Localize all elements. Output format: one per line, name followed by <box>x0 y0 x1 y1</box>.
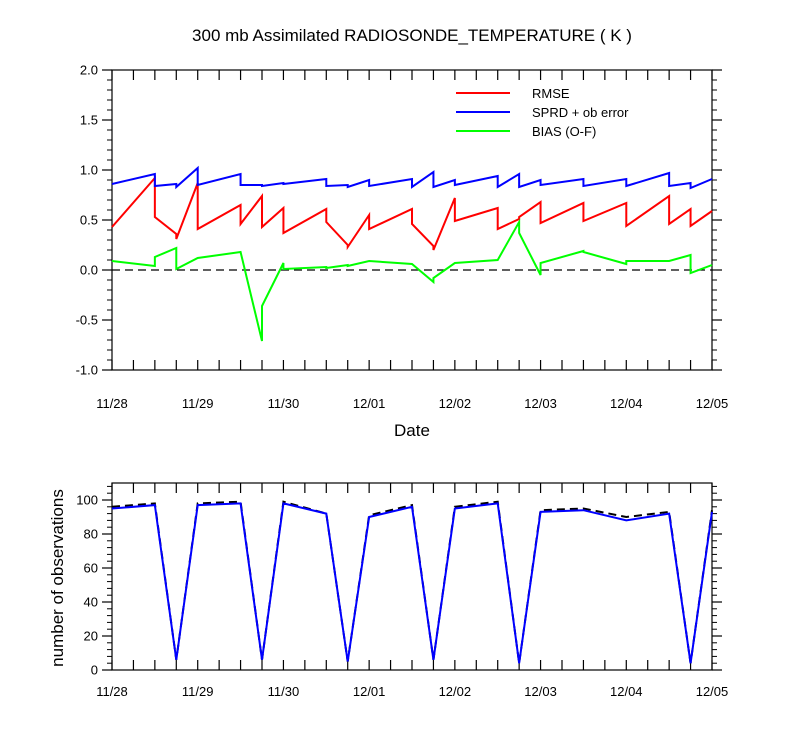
legend-label: SPRD + ob error <box>532 105 629 120</box>
y-tick-label: 40 <box>84 595 98 610</box>
x-tick-label: 11/28 <box>96 396 128 411</box>
top-plot-area: 11/28 11/29 11/30 12/01 12/02 12/03 12/04 12/05… <box>76 63 729 412</box>
x-tick-label: 12/04 <box>610 396 643 411</box>
x-tick-label: 12/02 <box>439 396 472 411</box>
legend: RMSE SPRD + ob error BIAS (O-F) <box>456 86 629 139</box>
top-chart: 300 mb Assimilated RADIOSONDE_TEMPERATUR… <box>76 26 729 440</box>
series-line-bias-o-f <box>111 218 713 342</box>
x-tick-label: 12/01 <box>353 396 386 411</box>
y-tick-label: -1.0 <box>76 363 98 378</box>
chart-title: 300 mb Assimilated RADIOSONDE_TEMPERATUR… <box>192 26 632 45</box>
x-tick-label: 11/29 <box>182 684 214 699</box>
x-tick-label: 12/01 <box>353 684 386 699</box>
y-tick-label: 80 <box>84 527 98 542</box>
y-tick-label: 1.5 <box>80 113 98 128</box>
x-tick-label: 12/02 <box>439 684 472 699</box>
y-tick-label: 60 <box>84 561 98 576</box>
y-axis-title: number of observations <box>48 489 67 667</box>
x-tick-label: 11/28 <box>96 684 128 699</box>
series-line-sprd-ob-error <box>111 165 713 190</box>
x-tick-label: 12/05 <box>696 396 729 411</box>
y-tick-label: 0 <box>91 663 98 678</box>
y-tick-label: 0.0 <box>80 263 98 278</box>
series-line-series-0 <box>111 500 713 664</box>
y-tick-label: -0.5 <box>76 313 98 328</box>
x-tick-label: 11/30 <box>268 396 300 411</box>
y-tick-label: 2.0 <box>80 63 98 78</box>
legend-label: RMSE <box>532 86 570 101</box>
x-tick-label: 12/05 <box>696 684 729 699</box>
series-line-series-1 <box>111 502 713 664</box>
y-tick-label: 20 <box>84 629 98 644</box>
series-line-rmse <box>111 175 713 251</box>
y-tick-label: 1.0 <box>80 163 98 178</box>
x-axis-title: Date <box>394 421 430 440</box>
x-tick-label: 11/30 <box>268 684 300 699</box>
x-tick-label: 12/03 <box>524 396 557 411</box>
x-tick-label: 11/29 <box>182 396 214 411</box>
x-tick-label: 12/04 <box>610 684 643 699</box>
bottom-plot-area: 11/28 11/29 11/30 12/01 12/02 12/03 12/04 12/05… <box>76 482 729 699</box>
legend-label: BIAS (O-F) <box>532 124 596 139</box>
x-tick-label: 12/03 <box>524 684 557 699</box>
bottom-chart: 11/28 11/29 11/30 12/01 12/02 12/03 12/04 12/05… <box>48 482 729 699</box>
y-tick-label: 0.5 <box>80 213 98 228</box>
y-tick-label: 100 <box>76 493 98 508</box>
